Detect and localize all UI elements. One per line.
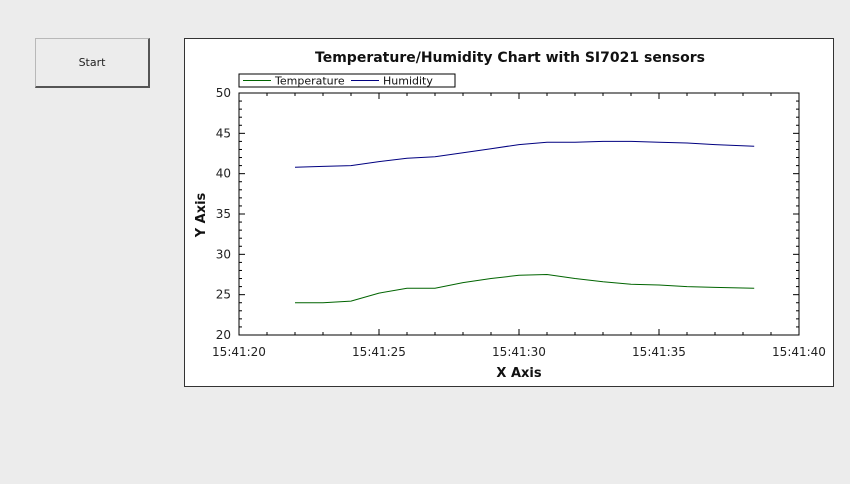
- y-tick-label: 25: [216, 288, 231, 302]
- x-tick-label: 15:41:20: [212, 345, 266, 359]
- series-line-humidity: [294, 140, 755, 168]
- x-tick-label: 15:41:25: [352, 345, 406, 359]
- y-tick-label: 45: [216, 126, 231, 140]
- y-tick-label: 40: [216, 167, 231, 181]
- x-tick-label: 15:41:40: [772, 345, 826, 359]
- y-tick-label: 35: [216, 207, 231, 221]
- plot-area: [238, 92, 800, 336]
- legend-label-temperature: Temperature: [274, 75, 345, 88]
- series-layer: [294, 140, 755, 304]
- legend-box: [238, 73, 456, 88]
- legend: Temperature Humidity: [238, 73, 456, 88]
- y-tick-label: 50: [216, 86, 231, 100]
- x-axis-title: X Axis: [496, 366, 541, 381]
- series-line-temperature: [295, 273, 755, 304]
- line-chart: Temperature/Humidity Chart with SI7021 s…: [194, 50, 826, 381]
- axis-ticks: 15:41:20 15:41:25 15:41:30 15:41:35 15:41:40…: [212, 86, 826, 359]
- y-tick-label: 30: [216, 247, 231, 261]
- x-tick-label: 15:41:30: [492, 345, 546, 359]
- y-tick-label: 20: [216, 328, 231, 342]
- legend-label-humidity: Humidity: [383, 75, 433, 88]
- chart-panel: Temperature/Humidity Chart with SI7021 s…: [184, 38, 834, 387]
- start-button[interactable]: Start: [35, 38, 150, 88]
- x-tick-label: 15:41:35: [632, 345, 686, 359]
- y-axis-title: Y Axis: [194, 192, 209, 238]
- chart-title: Temperature/Humidity Chart with SI7021 s…: [315, 50, 705, 66]
